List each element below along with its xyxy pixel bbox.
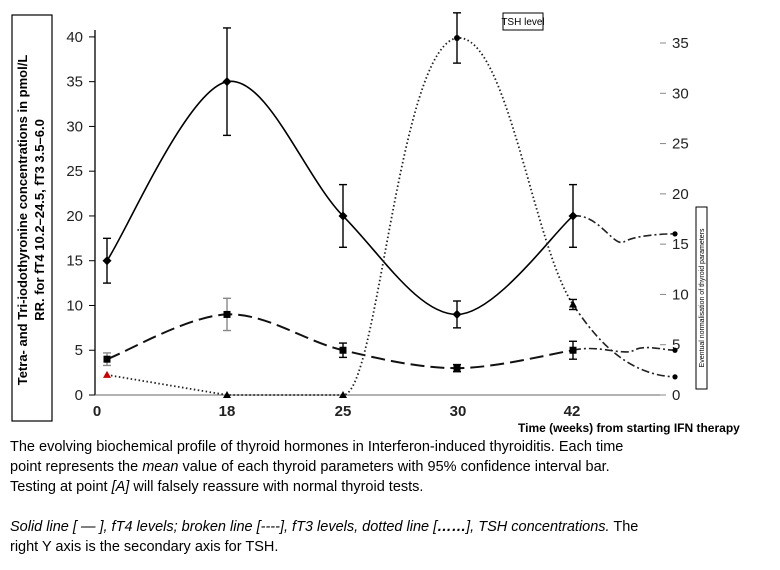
caption-line-2: point represents the mean value of each … — [10, 459, 610, 475]
series-ft3 — [103, 297, 678, 373]
point-marker — [338, 211, 348, 221]
point-marker — [103, 370, 111, 378]
normalisation-box: Eventual normalisation of thyroid parame… — [695, 206, 708, 390]
point-marker — [102, 256, 112, 266]
series-line-ft4 — [106, 80, 574, 316]
point-marker — [223, 391, 231, 398]
point-marker — [339, 346, 347, 354]
y2-tick-label: 35 — [672, 35, 689, 52]
y-tick-label: 35 — [66, 74, 83, 91]
x-tick-labels: 0 18 25 30 42 — [93, 403, 581, 420]
point-marker — [453, 364, 461, 372]
series-line-tsh — [106, 37, 574, 396]
y-axis-title-box — [11, 14, 53, 422]
x-tick-label: 18 — [219, 403, 236, 420]
y-axis-title-line2: RR. for fT4 10.2–24.5, fT3 3.5–6.0 — [32, 119, 47, 321]
y2-tick-label: 0 — [672, 387, 680, 404]
x-tick-label: 0 — [93, 403, 101, 420]
normalisation-label: Eventual normalisation of thyroid parame… — [699, 228, 706, 367]
point-marker — [223, 310, 231, 318]
series-layer — [102, 12, 678, 398]
point-marker — [454, 34, 460, 41]
point-marker — [569, 300, 577, 308]
caption-line-1: The evolving biochemical profile of thyr… — [10, 439, 624, 455]
y2-tick-label: 5 — [672, 337, 680, 354]
y-tick-label: 20 — [66, 208, 83, 225]
y-axis-title-line1: Tetra- and Tri-iodothyronine concentrati… — [15, 55, 30, 386]
y-tick-label: 40 — [66, 29, 83, 46]
x-tick-label: 42 — [564, 403, 581, 420]
thyroid-chart: 0 5 10 15 20 25 30 35 40 0 5 10 15 20 25 30 35 0 18 25 30 4… — [11, 12, 740, 435]
point-marker — [222, 77, 232, 87]
y2-tick-label: 30 — [672, 85, 689, 102]
projection-tsh — [572, 304, 676, 378]
y-tick-label: 30 — [66, 118, 83, 135]
point-marker — [103, 355, 111, 363]
y2-tick-label: 15 — [672, 236, 689, 253]
projection-end-marker — [672, 374, 678, 380]
axes-layer — [89, 30, 666, 396]
caption-line-5: right Y axis is the secondary axis for T… — [10, 539, 279, 555]
y-tick-label: 10 — [66, 297, 83, 314]
y-tick-label: 0 — [75, 387, 83, 404]
y2-tick-labels: 0 5 10 15 20 25 30 35 — [672, 35, 689, 404]
tsh-legend-label: TSH level — [501, 17, 544, 28]
y-tick-label: 5 — [75, 342, 83, 359]
projection-ft4 — [572, 215, 676, 244]
series-line-ft3 — [106, 313, 574, 370]
caption-line-3: Testing at point [A] will falsely reassu… — [10, 479, 424, 495]
y-tick-label: 25 — [66, 163, 83, 180]
x-axis-title: Time (weeks) from starting IFN therapy — [518, 421, 740, 435]
tsh-legend-box: TSH level — [501, 12, 545, 31]
series-tsh — [103, 12, 678, 398]
y-tick-label: 15 — [66, 253, 83, 270]
y2-tick-label: 20 — [672, 186, 689, 203]
point-marker — [569, 346, 577, 354]
y2-tick-label: 25 — [672, 136, 689, 153]
caption-line-4: Solid line [ — ], fT4 levels; broken lin… — [10, 519, 639, 535]
projection-end-marker — [672, 231, 678, 237]
point-marker — [568, 211, 578, 221]
projection-ft3 — [572, 346, 676, 353]
point-marker — [452, 309, 462, 319]
y2-tick-label: 10 — [672, 286, 689, 303]
caption-paragraph-1: The evolving biochemical profile of thyr… — [10, 437, 770, 497]
point-marker — [339, 391, 347, 398]
caption-paragraph-2: Solid line [ — ], fT4 levels; broken lin… — [10, 517, 770, 557]
projection-end-marker — [672, 347, 678, 353]
x-tick-label: 30 — [450, 403, 467, 420]
y-tick-labels: 0 5 10 15 20 25 30 35 40 — [66, 29, 83, 404]
x-tick-label: 25 — [335, 403, 352, 420]
series-ft4 — [102, 27, 678, 329]
